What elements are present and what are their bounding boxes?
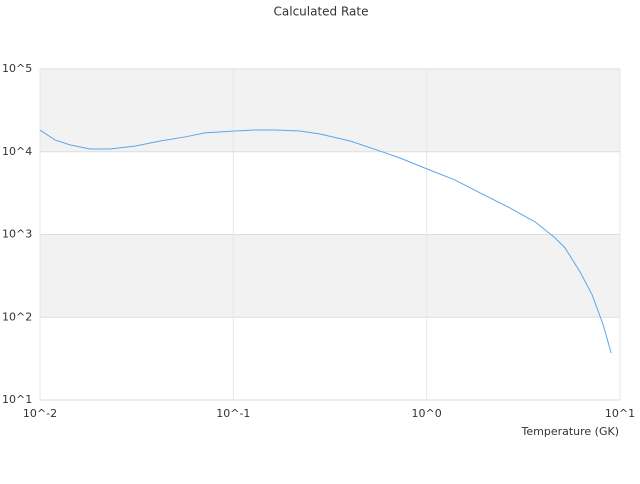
- y-tick-label: 10^3: [2, 228, 32, 241]
- y-tick-label: 10^2: [2, 310, 32, 323]
- line: [39, 129, 612, 354]
- x-tick-label: 10^-2: [23, 407, 57, 420]
- y-tick-label: 10^1: [2, 393, 32, 406]
- grid-band: [40, 69, 620, 152]
- x-tick-label: 10^0: [412, 407, 442, 420]
- x-axis-label: Temperature (GK): [521, 425, 620, 438]
- chart-title: Calculated Rate: [274, 5, 369, 19]
- x-tick-label: 10^-1: [216, 407, 250, 420]
- grid-band: [40, 234, 620, 318]
- y-tick-label: 10^5: [2, 62, 32, 75]
- y-tick-label: 10^4: [2, 145, 32, 158]
- x-tick-label: 10^1: [605, 407, 635, 420]
